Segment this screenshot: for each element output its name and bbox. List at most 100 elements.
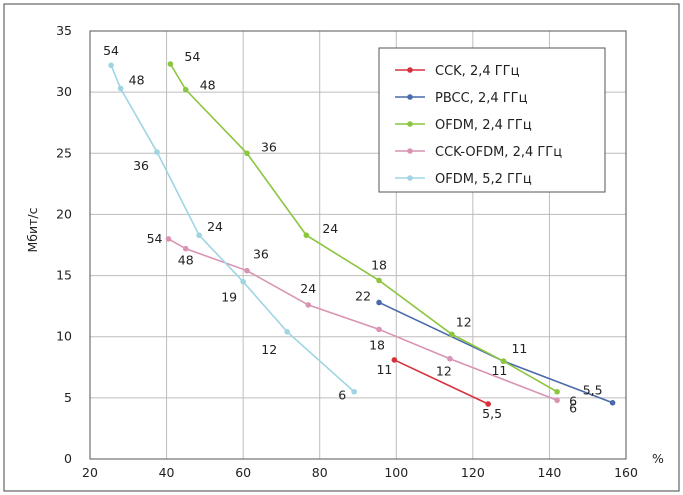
point-label: 48 [200, 78, 216, 93]
x-tick-label: 140 [537, 465, 561, 480]
data-point [303, 232, 310, 239]
data-point [284, 329, 290, 335]
data-point [182, 245, 189, 252]
series-4 [165, 236, 560, 404]
data-point [376, 326, 382, 333]
point-label: 11 [376, 362, 392, 377]
y-tick-label: 0 [64, 451, 72, 466]
data-point [485, 401, 491, 407]
data-point [244, 267, 250, 274]
point-label: 22 [355, 288, 371, 303]
data-point [108, 62, 114, 69]
x-tick-label: 160 [614, 465, 638, 480]
point-label: 24 [207, 219, 223, 234]
data-point [196, 232, 202, 239]
data-point [305, 302, 312, 308]
data-point [376, 277, 382, 284]
point-label: 36 [261, 139, 277, 154]
x-axis-title: % [652, 451, 664, 466]
point-label: 6 [569, 394, 577, 409]
point-label: 18 [369, 337, 385, 352]
point-label: 6 [338, 388, 346, 403]
data-point [182, 86, 189, 93]
legend-marker [407, 121, 413, 127]
x-tick-label: 20 [82, 465, 98, 480]
legend: CCK, 2,4 ГГц PBCC, 2,4 ГГц OFDM, 2,4 ГГц CC… [378, 47, 606, 193]
point-label: 6 [569, 400, 577, 415]
point-label: 11 [491, 363, 507, 378]
series-5 [108, 62, 357, 395]
legend-label: CCK-OFDM, 2,4 ГГц [435, 145, 562, 160]
y-tick-label: 25 [56, 145, 72, 160]
series-line [394, 359, 489, 405]
x-tick-label: 100 [384, 465, 408, 480]
point-label: 12 [456, 314, 472, 329]
point-label: 5,5 [583, 383, 603, 398]
data-point [154, 149, 160, 155]
point-label: 5,5 [482, 406, 502, 421]
x-tick-label: 80 [312, 465, 328, 480]
data-point [554, 397, 560, 404]
y-tick-label: 10 [56, 329, 72, 344]
series-3 [167, 61, 560, 395]
series-layer [108, 61, 616, 407]
x-tick-label: 60 [235, 465, 251, 480]
legend-item: OFDM, 5,2 ГГц [395, 172, 532, 187]
legend-marker [407, 148, 413, 154]
point-label: 11 [511, 341, 527, 356]
legend-item: CCK-OFDM, 2,4 ГГц [395, 145, 562, 160]
data-point [165, 236, 172, 242]
data-point [244, 150, 250, 157]
legend-marker [407, 67, 413, 73]
legend-box [378, 47, 606, 193]
y-tick-label: 15 [56, 268, 72, 283]
tick-labels: 20 40 60 80 100 120 140 160 0 5 10 15 20 25 30 35 [56, 23, 638, 480]
data-point [554, 388, 560, 395]
point-label: 36 [133, 158, 149, 173]
plot-area [89, 30, 627, 460]
data-point [240, 278, 246, 285]
y-tick-label: 35 [56, 23, 72, 38]
point-label: 48 [178, 253, 194, 268]
legend-label: OFDM, 2,4 ГГц [435, 118, 532, 133]
data-point [117, 85, 124, 92]
y-tick-label: 5 [64, 390, 72, 405]
point-label: 36 [253, 247, 269, 262]
point-label: 19 [221, 290, 237, 305]
data-point [609, 399, 616, 406]
y-tick-label: 20 [56, 206, 72, 221]
legend-item: PBCC, 2,4 ГГц [395, 91, 528, 106]
legend-label: OFDM, 5,2 ГГц [435, 172, 532, 187]
point-label: 18 [371, 257, 387, 272]
series-line [169, 63, 558, 393]
point-label: 54 [147, 231, 163, 246]
data-point [351, 388, 357, 395]
point-label: 54 [103, 43, 119, 58]
y-axis-title: Мбит/с [25, 207, 40, 252]
legend-marker [407, 175, 413, 181]
y-tick-label: 30 [56, 84, 72, 99]
data-point [376, 299, 382, 306]
series-1 [391, 357, 491, 407]
data-point [167, 61, 174, 67]
point-label: 24 [300, 281, 316, 296]
point-label: 48 [129, 72, 145, 87]
legend-label: CCK, 2,4 ГГц [435, 64, 520, 79]
x-tick-label: 40 [159, 465, 175, 480]
legend-marker [407, 94, 413, 100]
point-label: 12 [261, 342, 277, 357]
data-point [391, 357, 398, 363]
point-label: 12 [436, 364, 452, 379]
point-label: 24 [322, 221, 338, 236]
data-point [449, 331, 455, 338]
data-point [447, 355, 453, 362]
legend-label: PBCC, 2,4 ГГц [435, 91, 528, 106]
x-tick-label: 120 [461, 465, 485, 480]
legend-item: CCK, 2,4 ГГц [395, 64, 520, 79]
legend-item: OFDM, 2,4 ГГц [395, 118, 532, 133]
point-label: 54 [184, 49, 200, 64]
data-point [500, 358, 507, 364]
